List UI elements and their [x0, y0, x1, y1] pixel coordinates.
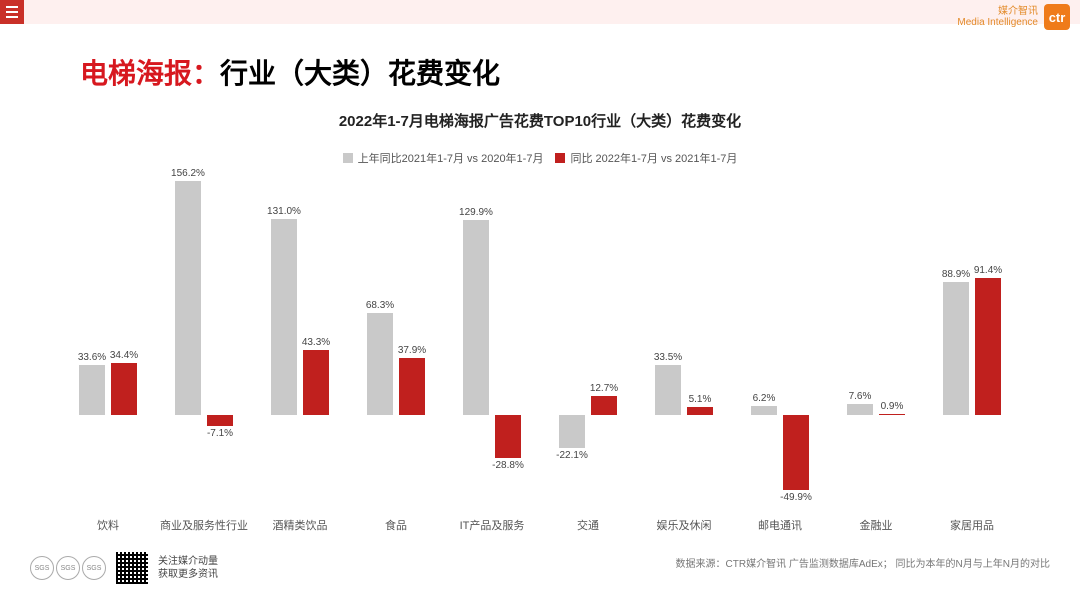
bar-a — [367, 313, 393, 415]
swatch-a — [343, 153, 353, 163]
bar-b — [111, 363, 137, 415]
bar-label: 129.9% — [446, 207, 506, 218]
bar-b — [687, 407, 713, 415]
bar-b — [783, 415, 809, 490]
category-label: 商业及服务性行业 — [156, 517, 252, 533]
bar-label: 68.3% — [350, 300, 410, 311]
bar-b — [591, 396, 617, 415]
bar-group: 68.3%37.9%食品 — [348, 175, 444, 505]
slide: 媒介智讯 Media Intelligence ctr 电梯海报：行业（大类）花… — [0, 0, 1080, 608]
bar-b — [495, 415, 521, 458]
bar-chart: 33.6%34.4%饮料156.2%-7.1%商业及服务性行业131.0% 43.… — [60, 175, 1020, 505]
bar-label: 91.4% — [958, 265, 1018, 276]
bar-group: 129.9%-28.8%IT产品及服务 — [444, 175, 540, 505]
bar-group: 88.9%91.4%家居用品 — [924, 175, 1020, 505]
category-label: 饮料 — [60, 517, 156, 533]
legend-label-b: 同比 2022年1-7月 vs 2021年1-7月 — [570, 150, 737, 166]
bar-b — [303, 350, 329, 415]
sgs-badge: SGS — [30, 556, 54, 580]
bar-label: 131.0% — [254, 206, 314, 217]
brand-logo: 媒介智讯 Media Intelligence ctr — [957, 4, 1070, 30]
bar-group: 33.5%5.1%娱乐及休闲 — [636, 175, 732, 505]
category-label: 邮电通讯 — [732, 517, 828, 533]
menu-icon[interactable] — [0, 0, 24, 24]
bar-b — [879, 414, 905, 415]
bar-label: 6.2% — [734, 393, 794, 404]
bar-label: 5.1% — [670, 394, 730, 405]
category-label: 食品 — [348, 517, 444, 533]
bar-label: 156.2% — [158, 168, 218, 179]
cert-badges: SGS SGS SGS — [30, 556, 106, 580]
legend: 上年同比2021年1-7月 vs 2020年1-7月 同比 2022年1-7月 … — [0, 150, 1080, 166]
brand-cn: 媒介智讯 — [957, 6, 1038, 17]
bar-b — [207, 415, 233, 426]
bar-a — [655, 365, 681, 415]
topbar — [0, 0, 1080, 24]
bar-group: 33.6%34.4%饮料 — [60, 175, 156, 505]
bar-group: 156.2%-7.1%商业及服务性行业 — [156, 175, 252, 505]
sgs-badge: SGS — [82, 556, 106, 580]
legend-item-b: 同比 2022年1-7月 vs 2021年1-7月 — [555, 150, 737, 166]
bar-group: 7.6%0.9%金融业 — [828, 175, 924, 505]
bar-b — [975, 278, 1001, 415]
category-label: 娱乐及休闲 — [636, 517, 732, 533]
bar-label: 12.7% — [574, 383, 634, 394]
title-highlight: 电梯海报： — [80, 58, 220, 89]
bar-label: 0.9% — [862, 401, 922, 412]
bar-label: 34.4% — [94, 350, 154, 361]
bar-label: 43.3% — [286, 337, 346, 348]
bar-a — [79, 365, 105, 415]
legend-item-a: 上年同比2021年1-7月 vs 2020年1-7月 — [343, 150, 544, 166]
chart-title: 2022年1-7月电梯海报广告花费TOP10行业（大类）花费变化 — [0, 110, 1080, 131]
category-label: 金融业 — [828, 517, 924, 533]
follow-line2: 获取更多资讯 — [158, 568, 218, 581]
bar-a — [271, 219, 297, 416]
bar-a — [943, 282, 969, 415]
category-label: 酒精类饮品 — [252, 517, 348, 533]
follow-line1: 关注媒介动量 — [158, 555, 218, 568]
bar-label: -22.1% — [542, 450, 602, 461]
bar-label: -7.1% — [190, 428, 250, 439]
category-label: IT产品及服务 — [444, 517, 540, 533]
bar-label: -28.8% — [478, 460, 538, 471]
bar-group: 6.2%-49.9%邮电通讯 — [732, 175, 828, 505]
qr-code — [116, 552, 148, 584]
legend-label-a: 上年同比2021年1-7月 vs 2020年1-7月 — [358, 150, 544, 166]
bar-b — [399, 358, 425, 415]
bar-a — [463, 220, 489, 415]
bar-a — [175, 181, 201, 415]
bar-label: 37.9% — [382, 345, 442, 356]
bar-group: 131.0%43.3%酒精类饮品 — [252, 175, 348, 505]
category-label: 家居用品 — [924, 517, 1020, 533]
footer-left: SGS SGS SGS 关注媒介动量 获取更多资讯 — [30, 552, 218, 584]
bar-a — [559, 415, 585, 448]
bar-label: 33.5% — [638, 352, 698, 363]
bar-group: -22.1%12.7%交通 — [540, 175, 636, 505]
bar-label: -49.9% — [766, 492, 826, 503]
sgs-badge: SGS — [56, 556, 80, 580]
title-rest: 行业（大类）花费变化 — [220, 58, 500, 89]
brand-mark: ctr — [1044, 4, 1070, 30]
brand-en: Media Intelligence — [957, 17, 1038, 28]
bar-a — [751, 406, 777, 415]
source-note: 数据来源：CTR媒介智讯 广告监测数据库AdEx； 同比为本年的N月与上年N月的… — [676, 555, 1050, 570]
category-label: 交通 — [540, 517, 636, 533]
follow-text: 关注媒介动量 获取更多资讯 — [158, 555, 218, 581]
swatch-b — [555, 153, 565, 163]
page-title: 电梯海报：行业（大类）花费变化 — [80, 52, 500, 92]
